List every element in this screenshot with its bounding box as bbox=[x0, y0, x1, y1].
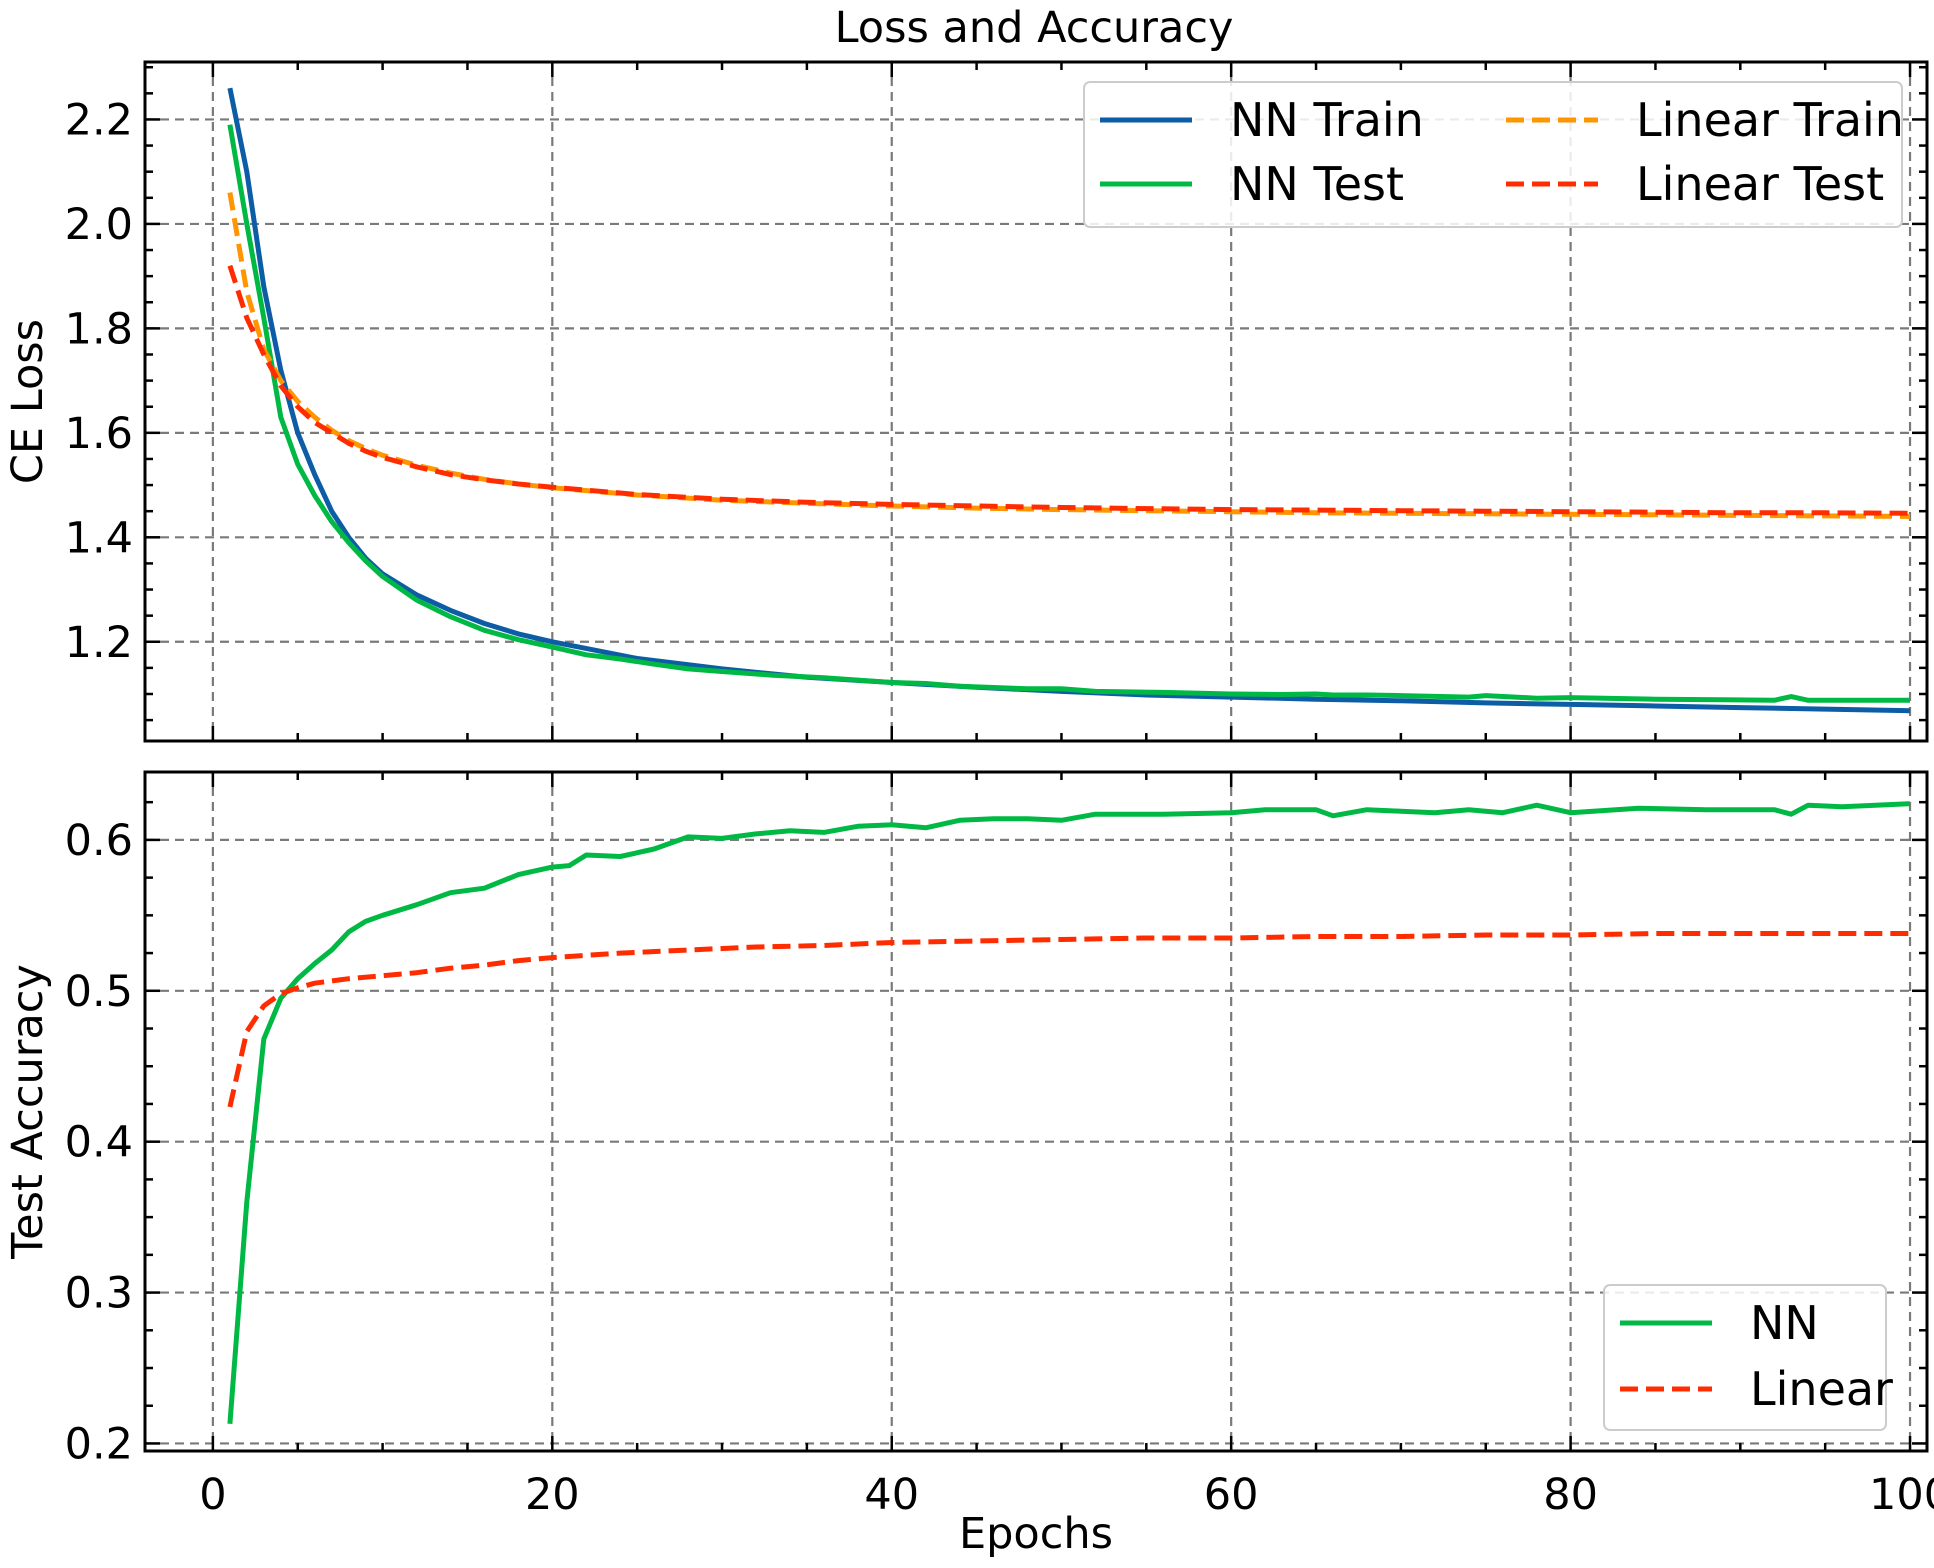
legend-label-linear-test: Linear Test bbox=[1636, 157, 1884, 211]
x-tick-label: 60 bbox=[1204, 1470, 1259, 1520]
plot-frame bbox=[143, 770, 1929, 1453]
plot-frame bbox=[143, 60, 1929, 743]
y-axis-label: CE Loss bbox=[3, 319, 53, 484]
legend-label-nn: NN bbox=[1750, 1296, 1819, 1350]
x-tick-label: 20 bbox=[525, 1470, 580, 1520]
y-tick-label: 1.2 bbox=[65, 618, 133, 668]
y-tick-label: 0.2 bbox=[65, 1419, 133, 1469]
chart-title: Loss and Accuracy bbox=[835, 3, 1234, 53]
y-axis-label: Test Accuracy bbox=[3, 964, 53, 1260]
series-line-nn-train bbox=[227, 87, 1911, 714]
legend-label-linear: Linear bbox=[1750, 1362, 1893, 1416]
x-tick-label: 80 bbox=[1543, 1470, 1598, 1520]
series-line-nn-test bbox=[227, 124, 1910, 703]
x-tick-label: 100 bbox=[1869, 1470, 1934, 1520]
y-tick-label: 1.6 bbox=[65, 409, 133, 459]
y-tick-label: 0.6 bbox=[65, 816, 133, 866]
legend-label-nn-test: NN Test bbox=[1230, 157, 1404, 211]
x-tick-label: 40 bbox=[864, 1470, 919, 1520]
series-group bbox=[227, 87, 1911, 714]
y-tick-label: 1.4 bbox=[65, 513, 133, 563]
series-line-linear-train bbox=[227, 192, 1911, 519]
legend-frame bbox=[1083, 81, 1903, 228]
y-tick-label: 2.0 bbox=[65, 200, 133, 250]
legend-label-nn-train: NN Train bbox=[1230, 93, 1424, 147]
series-line-linear-test bbox=[227, 264, 1911, 516]
y-tick-label: 0.4 bbox=[65, 1118, 133, 1168]
legend: NN Linear bbox=[1603, 1284, 1893, 1431]
legend: NN Train NN Test Linear Train Linear Test bbox=[1083, 81, 1904, 228]
y-tick-label: 2.2 bbox=[65, 95, 133, 145]
accuracy-panel: 0.2 0.3 0.4 0.5 0.6 0 20 40 60 80 100 Test Accuracy… bbox=[3, 770, 1934, 1559]
x-tick-label: 0 bbox=[199, 1470, 226, 1520]
y-tick-label: 0.5 bbox=[65, 967, 133, 1017]
y-tick-label: 1.8 bbox=[65, 304, 133, 354]
x-axis-label: Epochs bbox=[959, 1509, 1113, 1559]
series-line-nn bbox=[227, 801, 1911, 1424]
series-group bbox=[227, 801, 1911, 1424]
legend-label-linear-train: Linear Train bbox=[1636, 93, 1904, 147]
y-tick-label: 0.3 bbox=[65, 1269, 133, 1319]
loss-panel: 1.2 1.4 1.6 1.8 2.0 2.2 CE Loss NN Train NN Test… bbox=[3, 60, 1929, 743]
series-line-linear bbox=[227, 931, 1910, 1108]
